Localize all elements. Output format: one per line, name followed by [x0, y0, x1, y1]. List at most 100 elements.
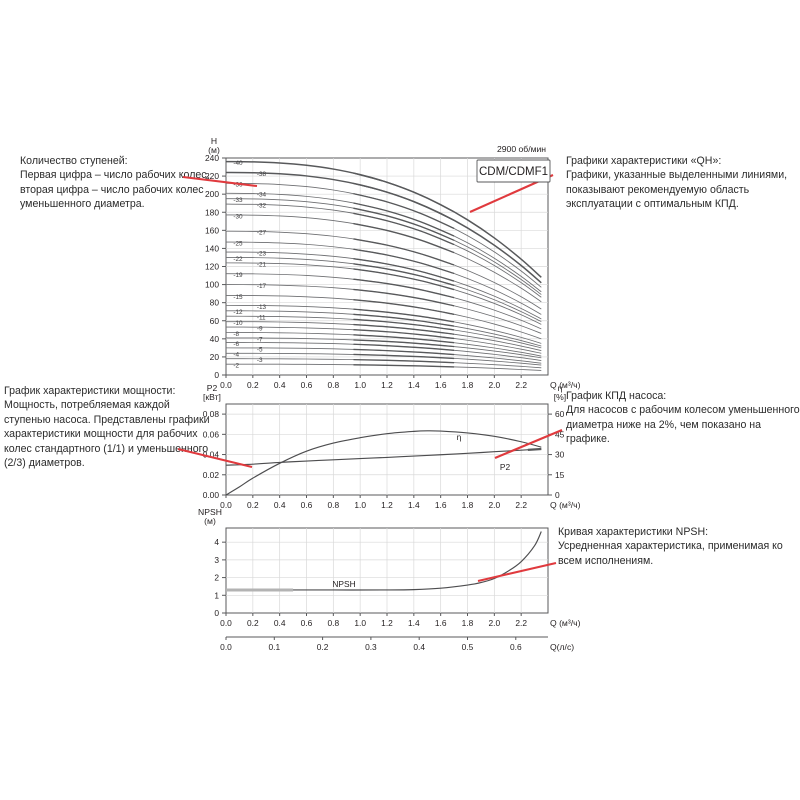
qh-curve — [225, 214, 542, 303]
qh-stage-label: -5 — [257, 346, 263, 353]
qh-curve — [225, 182, 542, 288]
leader-efficiency — [494, 429, 563, 459]
model-badge-box — [476, 159, 551, 183]
leader-npsh — [477, 561, 557, 583]
npsh-x2tick-label: 0.0 — [220, 642, 232, 652]
power-plot-frame — [225, 403, 549, 496]
qh-curve-optimal-segment — [353, 348, 455, 356]
npsh-yaxis-unit: (м) — [204, 516, 216, 526]
qh-curve-optimal-segment — [353, 207, 455, 241]
npsh-x2tick-label: 0.4 — [413, 642, 425, 652]
qh-curve-optimal-segment — [353, 288, 455, 307]
qh-curve-optimal-segment — [353, 182, 455, 221]
qh-ytick-label: 160 — [205, 225, 219, 235]
power-xtick-label: 1.4 — [408, 500, 420, 510]
power-y2axis-title: η — [558, 383, 563, 393]
npsh-ytick-label: 1 — [214, 590, 219, 600]
qh-stage-label: -30 — [233, 213, 243, 220]
qh-stage-label: -17 — [257, 283, 267, 290]
qh-stage-label: -3 — [257, 357, 263, 364]
power-xtick-label: 1.0 — [354, 500, 366, 510]
qh-yaxis-title: H — [211, 136, 217, 146]
qh-curve-optimal-segment — [353, 238, 455, 266]
npsh-xtick-label: 0.2 — [247, 618, 259, 628]
npsh-ytick-label: 4 — [214, 537, 219, 547]
power-xtick-label: 0.0 — [220, 500, 232, 510]
npsh-xtick-label: 1.0 — [354, 618, 366, 628]
qh-curve — [225, 251, 542, 320]
npsh-x2tick-label: 0.6 — [510, 642, 522, 652]
qh-stage-label: -21 — [257, 261, 267, 268]
qh-curve-optimal-segment — [353, 268, 455, 291]
qh-curve — [225, 230, 542, 310]
qh-ytick-label: 0 — [214, 370, 219, 380]
qh-curve — [225, 337, 542, 359]
callout-leader-lines — [177, 174, 563, 583]
npsh-xtick-label: 1.2 — [381, 618, 393, 628]
power-xtick-label: 0.6 — [301, 500, 313, 510]
qh-curve — [225, 363, 542, 371]
power-y2tick-label: 0 — [555, 490, 560, 500]
qh-ytick-label: 120 — [205, 262, 219, 272]
qh-ytick-label: 100 — [205, 280, 219, 290]
power-xtick-label: 0.2 — [247, 500, 259, 510]
qh-stage-label: -2 — [233, 363, 239, 370]
qh-curve-optimal-segment — [353, 248, 455, 275]
qh-curve-optimal-segment — [353, 212, 455, 246]
qh-xtick-label: 0.8 — [328, 380, 340, 390]
qh-xtick-label: 1.2 — [381, 380, 393, 390]
qh-curve-optimal-segment — [353, 334, 455, 344]
qh-stage-label: -6 — [233, 341, 239, 348]
power-y2tick-label: 30 — [555, 450, 565, 460]
power-xaxis-title: Q (м³/ч) — [550, 500, 581, 510]
qh-stage-label: -27 — [257, 230, 267, 237]
power-y2tick-label: 60 — [555, 409, 565, 419]
qh-curve-optimal-segment — [353, 328, 455, 340]
qh-stage-label: -11 — [257, 315, 266, 322]
qh-curve-optimal-segment — [353, 358, 455, 364]
qh-xtick-label: 2.2 — [515, 380, 527, 390]
qh-xtick-label: 0.6 — [301, 380, 313, 390]
npsh-curve-label: NPSH — [332, 579, 355, 589]
p2-endcap — [527, 447, 542, 452]
power-y2tick-label: 45 — [555, 429, 565, 439]
qh-xtick-label: 1.0 — [354, 380, 366, 390]
qh-ytick-label: 60 — [210, 316, 220, 326]
qh-curve-optimal-segment — [353, 313, 455, 327]
qh-curve-optimal-segment — [353, 318, 455, 331]
npsh-xtick-label: 2.0 — [489, 618, 501, 628]
npsh-x2tick-label: 0.1 — [268, 642, 280, 652]
qh-curve — [225, 171, 542, 284]
qh-curve-optimal-segment — [353, 323, 455, 335]
power-curve-η — [225, 430, 542, 496]
power-xtick-label: 2.2 — [515, 500, 527, 510]
qh-curve-optimal-segment — [353, 339, 455, 348]
qh-xtick-label: 0.2 — [247, 380, 259, 390]
qh-ytick-label: 40 — [210, 334, 220, 344]
qh-curve — [225, 358, 542, 369]
qh-stage-label: -22 — [233, 256, 243, 263]
power-y2tick-label: 15 — [555, 470, 565, 480]
npsh-xtick-label: 0.6 — [301, 618, 313, 628]
power-xtick-label: 2.0 — [489, 500, 501, 510]
npsh-xtick-label: 2.2 — [515, 618, 527, 628]
npsh-x2tick-label: 0.3 — [365, 642, 377, 652]
qh-xtick-label: 0.4 — [274, 380, 286, 390]
speed-label: 2900 об/мин — [497, 144, 546, 154]
npsh-yaxis-title: NPSH — [198, 507, 222, 517]
leader-qh — [469, 174, 554, 213]
qh-stage-label: -32 — [257, 203, 267, 210]
npsh-xtick-label: 1.4 — [408, 618, 420, 628]
qh-curve — [225, 352, 542, 366]
qh-stage-label: -38 — [257, 171, 267, 178]
npsh-x2axis-title: Q(л/с) — [550, 642, 574, 652]
model-badge-label: CDM/CDMF1 — [479, 166, 548, 178]
qh-xtick-label: 0.0 — [220, 380, 232, 390]
qh-curve-optimal-segment — [353, 353, 455, 360]
power-y2axis-unit: [%] — [554, 392, 566, 402]
power-xtick-label: 1.6 — [435, 500, 447, 510]
qh-curve — [225, 342, 542, 361]
p2-curve-label: P2 — [500, 462, 511, 472]
chart-qh: 0.0 0.2 0.4 0.6 0.8 1.0 1.2 1.4 1.6 1.8 2.0 2.2 Q (м… — [205, 136, 581, 390]
